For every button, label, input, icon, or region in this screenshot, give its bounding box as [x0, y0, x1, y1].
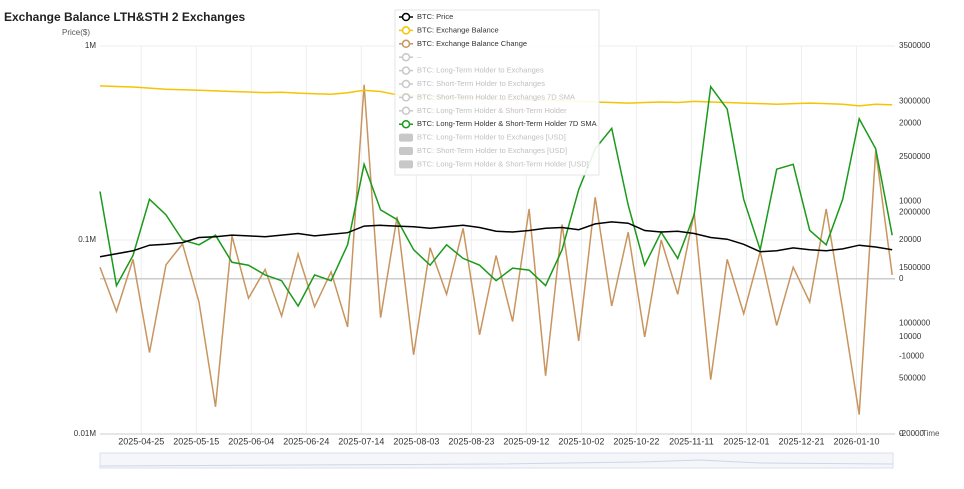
- legend-box: [394, 9, 600, 176]
- y-axis-label: Price($): [62, 28, 90, 37]
- legend-label[interactable]: BTC: Short-Term Holder to Exchanges [USD…: [417, 146, 567, 155]
- legend-icon[interactable]: [401, 52, 411, 62]
- series-line: [99, 221, 893, 258]
- y2-tick-label: 2500000: [899, 152, 931, 161]
- legend-icon[interactable]: [401, 79, 411, 89]
- y2-tick-label: 1000000: [899, 318, 931, 327]
- y3-tick-label: -20000: [899, 429, 924, 438]
- y-tick-label: 1M: [85, 41, 96, 50]
- legend-icon[interactable]: [399, 133, 413, 142]
- y4-tick-label: 20000: [899, 235, 922, 244]
- y2-tick-label: 3000000: [899, 97, 931, 106]
- legend-label[interactable]: –: [417, 52, 422, 61]
- y2-tick-label: 1500000: [899, 263, 931, 272]
- legend-label[interactable]: BTC: Short-Term Holder to Exchanges: [417, 79, 545, 88]
- x-tick-label: 2025-08-23: [448, 436, 494, 446]
- y3-tick-label: 10000: [899, 196, 922, 205]
- legend-label[interactable]: BTC: Long-Term Holder & Short-Term Holde…: [417, 159, 589, 168]
- x-tick-label: 2025-08-03: [393, 436, 439, 446]
- x-tick-label: 2026-01-10: [833, 436, 879, 446]
- slider-preview: [99, 459, 894, 467]
- y3-tick-label: 20000: [899, 119, 922, 128]
- legend-icon[interactable]: [401, 39, 411, 49]
- legend-label[interactable]: BTC: Long-Term Holder to Exchanges: [417, 66, 544, 75]
- x-tick-label: 2025-10-02: [558, 436, 604, 446]
- x-tick-label: 2025-11-11: [669, 436, 714, 446]
- legend-label[interactable]: BTC: Long-Term Holder to Exchanges [USD]: [417, 133, 566, 142]
- x-tick-label: 2025-04-25: [118, 436, 164, 446]
- legend-icon[interactable]: [401, 66, 411, 75]
- legend-icon[interactable]: [401, 106, 411, 116]
- legend-icon[interactable]: [401, 26, 411, 35]
- y-tick-label: 0.1M: [78, 235, 96, 244]
- x-tick-label: 2025-12-21: [778, 436, 824, 446]
- legend: BTC: Price BTC: Exchange Balance BTC: Exch…: [399, 12, 597, 169]
- legend-label[interactable]: BTC: Long-Term Holder & Short-Term Holde…: [417, 106, 567, 115]
- x-axis-label: Time: [922, 429, 940, 438]
- x-tick-label: 2025-07-14: [338, 436, 384, 446]
- legend-label[interactable]: BTC: Exchange Balance: [417, 25, 499, 34]
- x-tick-label: 2025-10-22: [613, 436, 659, 446]
- legend-label[interactable]: BTC: Short-Term Holder to Exchanges 7D S…: [417, 92, 575, 101]
- y3-tick-label: 0: [899, 274, 904, 283]
- x-tick-label: 2025-06-24: [283, 436, 329, 446]
- x-tick-label: 2025-09-12: [503, 436, 549, 446]
- range-slider[interactable]: [99, 452, 894, 469]
- legend-icon[interactable]: [399, 147, 413, 155]
- x-tick-label: 2025-05-15: [173, 436, 219, 446]
- legend-label[interactable]: BTC: Exchange Balance Change: [417, 39, 527, 48]
- y2-tick-label: 2000000: [899, 207, 931, 216]
- y4-tick-label: 10000: [899, 332, 922, 341]
- x-tick-label: 2025-06-04: [228, 436, 274, 446]
- y2-tick-label: 500000: [899, 374, 926, 383]
- legend-icon[interactable]: [401, 119, 411, 129]
- y2-tick-label: 0: [899, 429, 904, 438]
- y-tick-label: 0.01M: [74, 429, 97, 438]
- y2-tick-label: 3500000: [899, 41, 931, 50]
- x-tick-label: 2025-12-01: [723, 436, 769, 446]
- legend-label[interactable]: BTC: Price: [417, 12, 453, 21]
- legend-icon[interactable]: [401, 93, 411, 102]
- y3-tick-label: -10000: [899, 352, 924, 361]
- series-line: [99, 84, 893, 308]
- legend-label[interactable]: BTC: Long-Term Holder & Short-Term Holde…: [417, 119, 597, 128]
- legend-icon[interactable]: [399, 160, 413, 169]
- legend-icon[interactable]: [401, 12, 411, 22]
- chart-title: Exchange Balance LTH&STH 2 Exchanges: [4, 10, 246, 24]
